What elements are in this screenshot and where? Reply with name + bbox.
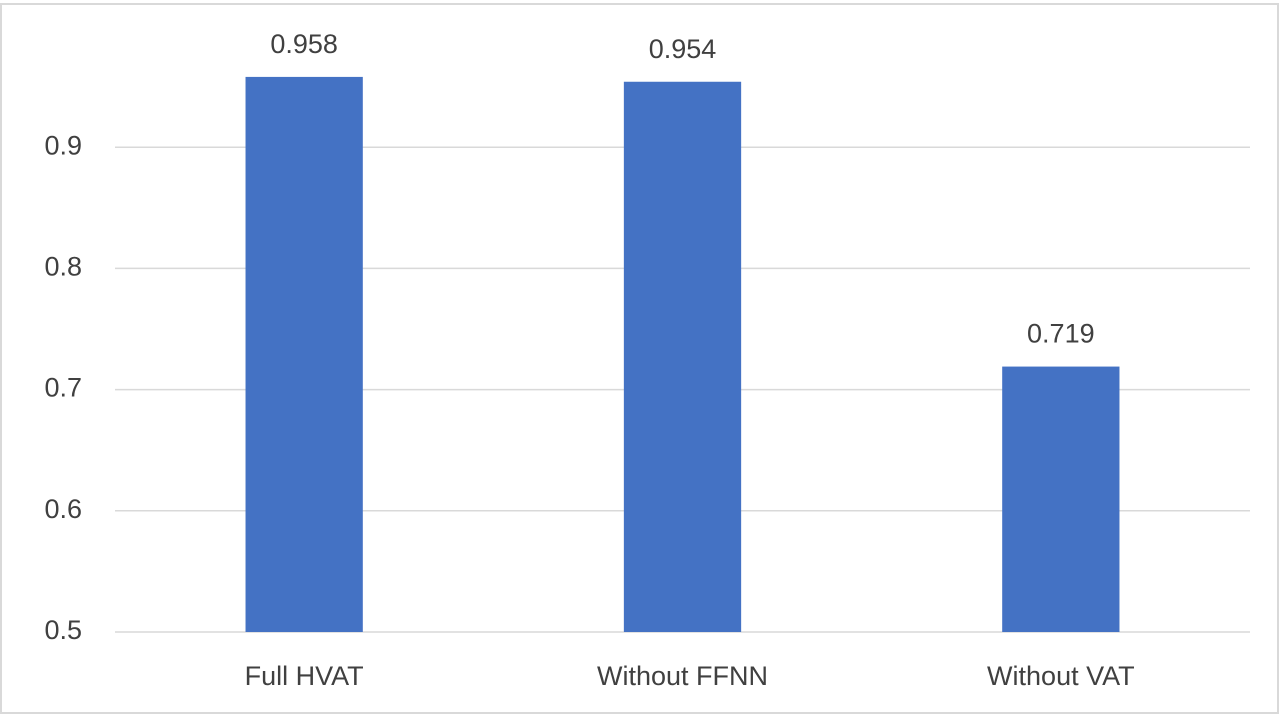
y-tick-label: 0.8 <box>44 252 82 282</box>
bar <box>623 81 742 632</box>
x-tick-label: Without VAT <box>987 661 1135 691</box>
bar <box>1002 366 1120 632</box>
value-label: 0.719 <box>1027 319 1095 349</box>
value-label: 0.954 <box>649 34 717 64</box>
y-tick-label: 0.7 <box>44 373 82 403</box>
bar <box>245 76 363 633</box>
y-tick-label: 0.6 <box>44 494 82 524</box>
y-tick-label: 0.9 <box>44 130 82 160</box>
y-tick-label: 0.5 <box>44 615 82 645</box>
x-tick-label: Without FFNN <box>597 661 768 691</box>
x-tick-label: Full HVAT <box>245 661 364 691</box>
value-label: 0.958 <box>270 29 338 59</box>
